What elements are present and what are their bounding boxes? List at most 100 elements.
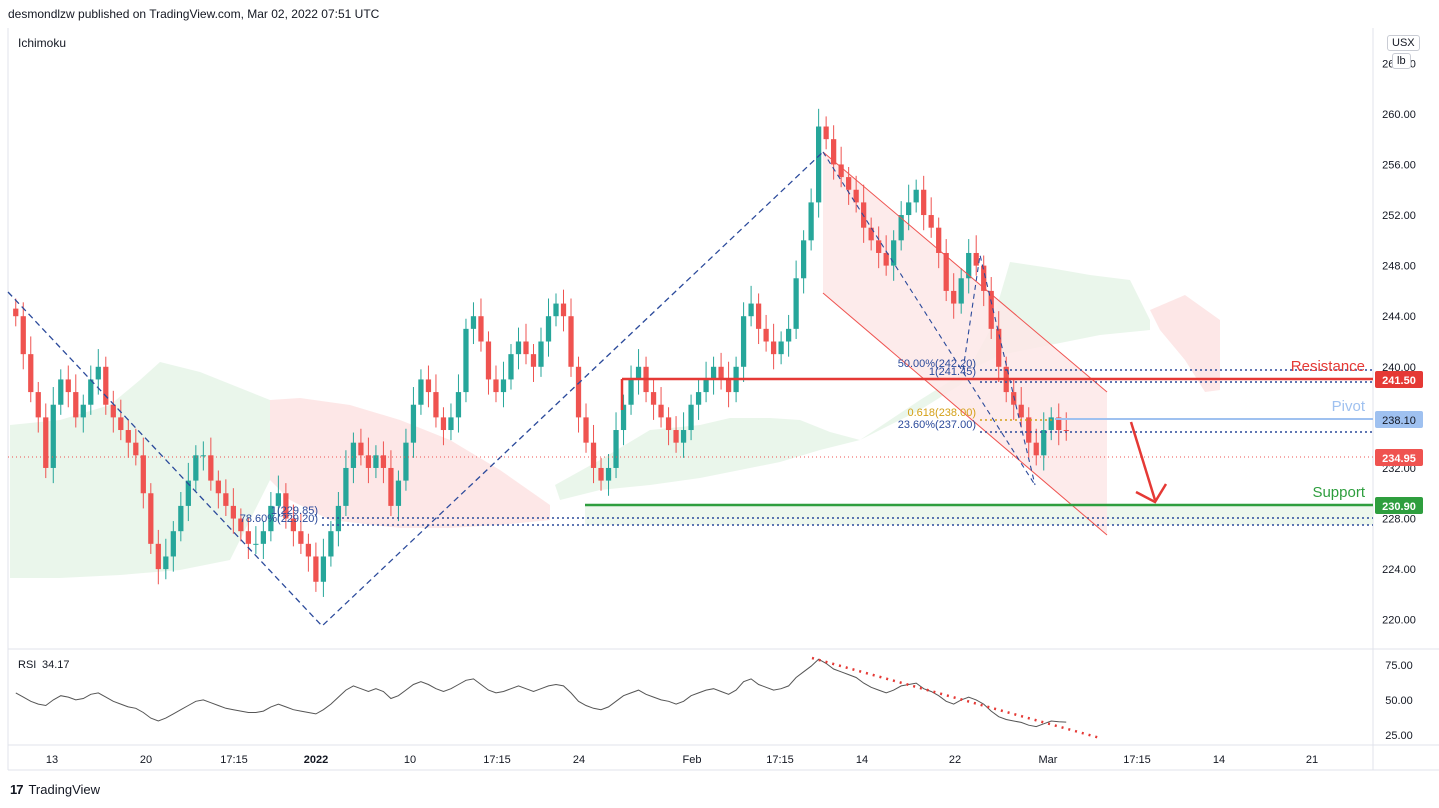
candle-body <box>410 404 417 443</box>
candles-layer <box>13 108 1069 597</box>
candle-body <box>185 480 191 506</box>
candle-body <box>148 493 154 544</box>
candle-body <box>433 392 439 418</box>
candle-body <box>193 455 199 481</box>
candle-body <box>1063 430 1069 432</box>
candle-body <box>1056 417 1062 431</box>
time-tick-label: 24 <box>573 754 585 766</box>
price-badge-last-text: 234.95 <box>1382 453 1416 465</box>
candle-body <box>605 467 612 481</box>
candle-body <box>635 366 642 380</box>
candle-body <box>710 366 717 380</box>
candle-body <box>155 543 161 570</box>
weight-unit-label[interactable]: lb <box>1392 53 1411 69</box>
tradingview-logo-mark: 17 <box>10 782 24 797</box>
candle-body <box>568 316 574 367</box>
candle-body <box>575 366 582 418</box>
candle-body <box>493 379 499 393</box>
resistance-label: Resistance <box>1291 358 1365 375</box>
candle-body <box>253 543 259 545</box>
time-axis[interactable]: 13 20 17:15 2022 10 17:15 24 Feb 17:15 14 22 Mar 17:… <box>46 754 1318 766</box>
price-tick-label: 224.00 <box>1382 564 1416 576</box>
candle-body <box>403 442 409 481</box>
candle-body <box>650 392 657 405</box>
candle-body <box>770 341 777 355</box>
candle-body <box>305 543 312 557</box>
candle-body <box>800 240 807 279</box>
candle-body <box>523 341 529 355</box>
candle-body <box>283 493 289 519</box>
candle-body <box>515 341 522 355</box>
candle-body <box>808 202 814 241</box>
candle-body <box>966 252 972 279</box>
rsi-axis[interactable]: 25.00 50.00 75.00 <box>1385 660 1413 742</box>
candle-body <box>718 366 724 380</box>
time-tick-label: 14 <box>1213 754 1225 766</box>
candle-body <box>883 252 889 266</box>
time-tick-label: 17:15 <box>483 754 511 766</box>
candle-body <box>508 354 514 380</box>
candle-body <box>73 392 79 418</box>
candle-body <box>538 341 544 367</box>
candle-body <box>740 316 747 367</box>
price-badge-resistance: 241.50 <box>1375 371 1423 388</box>
price-tick-label: 248.00 <box>1382 261 1416 273</box>
candle-body <box>928 215 934 228</box>
candle-body <box>823 126 829 140</box>
candle-body <box>658 404 664 418</box>
candle-body <box>598 467 604 481</box>
time-tick-label: Mar <box>1039 754 1058 766</box>
candle-body <box>478 316 484 342</box>
candle-body <box>530 354 537 367</box>
candle-body <box>936 227 942 253</box>
candle-body <box>748 303 754 317</box>
candle-body <box>996 328 1002 367</box>
candle-body <box>125 430 131 443</box>
candle-body <box>373 455 379 468</box>
candle-body <box>35 392 41 418</box>
candle-body <box>755 303 762 329</box>
price-badge-support: 230.90 <box>1375 497 1423 514</box>
candle-body <box>118 417 124 431</box>
candle-body <box>1048 417 1054 431</box>
time-tick-label: 14 <box>856 754 868 766</box>
candle-body <box>388 467 394 506</box>
price-axis[interactable]: 220.00224.00228.00232.00236.00240.00244.… <box>1382 58 1416 626</box>
price-badge-pivot: 238.10 <box>1375 411 1423 428</box>
fib-236-label: 23.60%(237.00) <box>898 419 976 431</box>
candle-body <box>268 505 274 532</box>
candle-body <box>876 240 882 253</box>
tradingview-logo[interactable]: 17 TradingView <box>10 782 100 797</box>
rsi-tick-label: 25.00 <box>1385 730 1413 742</box>
candle-body <box>778 341 784 355</box>
candle-body <box>500 379 507 393</box>
price-badge-pivot-text: 238.10 <box>1382 415 1416 427</box>
candle-body <box>290 518 297 532</box>
candle-body <box>50 404 56 468</box>
fib-1-bottom-label: 1(229.85) <box>271 505 318 517</box>
candle-body <box>868 227 874 241</box>
candle-body <box>620 404 627 431</box>
candle-body <box>350 442 357 468</box>
candle-body <box>673 430 679 443</box>
time-tick-label: 17:15 <box>220 754 248 766</box>
price-tick-label: 256.00 <box>1382 159 1416 171</box>
rsi-tick-label: 50.00 <box>1385 695 1413 707</box>
candle-body <box>163 556 169 570</box>
candle-body <box>725 379 732 393</box>
candle-body <box>178 505 184 532</box>
candle-body <box>28 354 34 393</box>
candle-body <box>906 202 912 216</box>
candle-body <box>981 265 987 291</box>
candle-body <box>103 366 109 405</box>
forecast-arrow <box>1129 421 1168 504</box>
candle-body <box>418 379 424 405</box>
publisher-line: desmondlzw published on TradingView.com,… <box>8 7 380 21</box>
candle-body <box>583 417 589 443</box>
candle-body <box>891 240 897 266</box>
candle-body <box>898 215 904 241</box>
candle-body <box>455 392 462 418</box>
currency-unit-label[interactable]: USX <box>1387 35 1420 51</box>
candle-body <box>440 417 447 431</box>
